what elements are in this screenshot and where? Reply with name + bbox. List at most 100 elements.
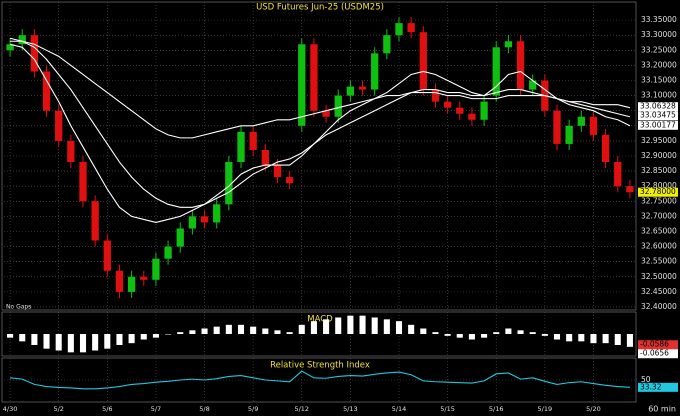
candle-body	[79, 162, 87, 202]
candle-body	[358, 86, 367, 90]
macd-bar	[335, 317, 342, 334]
macd-bar	[408, 324, 415, 334]
candle-body	[298, 44, 306, 126]
candle-body	[188, 216, 197, 229]
rsi-line	[10, 370, 630, 390]
macd-bar	[553, 334, 561, 340]
x-tick-label: 5/12	[294, 405, 309, 413]
macd-bar	[165, 334, 172, 335]
y-tick-label: 50	[641, 375, 651, 384]
candle-body	[91, 201, 99, 241]
y-tick-label: 32.45000	[641, 287, 677, 296]
macd-bar	[7, 334, 14, 338]
candle-body	[164, 246, 172, 259]
macd-bar	[177, 332, 184, 334]
macd-bar	[444, 334, 451, 336]
macd-bar	[262, 328, 269, 334]
macd-bar	[420, 328, 427, 334]
y-tick-label: 32.80000	[641, 181, 677, 190]
price-tag-bg	[638, 382, 678, 392]
macd-bar	[456, 334, 463, 338]
candle-body	[371, 53, 379, 90]
candle-body	[553, 110, 561, 144]
interval: 60 min	[648, 405, 676, 414]
candle-body	[310, 44, 318, 111]
candle-body	[492, 47, 500, 96]
macd-bar	[189, 330, 196, 334]
candle-body	[261, 149, 269, 166]
y-tick-label: 32.60000	[641, 242, 677, 251]
panel-frame	[1, 1, 637, 311]
macd-bar	[347, 315, 354, 334]
macd-bar	[152, 334, 159, 338]
macd-bar	[79, 334, 87, 353]
macd-bar	[237, 324, 245, 334]
y-tick-label: 32.85000	[641, 166, 677, 175]
candle-body	[419, 32, 427, 90]
candle-body	[152, 258, 160, 280]
candle-body	[213, 204, 221, 223]
macd-bar	[286, 332, 293, 334]
moving-average	[9, 37, 631, 139]
candle-body	[55, 110, 63, 141]
candle-body	[334, 95, 342, 117]
macd-bar	[213, 326, 220, 334]
price-tag-bg	[638, 349, 678, 359]
macd-bar	[140, 334, 147, 340]
macd-bar	[371, 317, 378, 334]
macd-bar	[250, 326, 257, 334]
macd-bar	[19, 334, 26, 342]
candle-body	[115, 270, 124, 292]
candle-body	[443, 101, 452, 108]
y-tick-label: 32.90000	[641, 151, 677, 160]
x-tick-label: 4/30	[3, 405, 18, 413]
chart-title: USD Futures Jun-25 (USDM25)	[256, 3, 384, 13]
candle-body	[322, 110, 330, 117]
macd-bar	[383, 319, 390, 334]
candle-body	[200, 216, 209, 223]
macd-bar	[201, 328, 208, 334]
macd-bar	[323, 319, 330, 334]
price-tag-bg	[638, 120, 678, 130]
y-tick-label: 32.95000	[641, 136, 677, 145]
candle-body	[127, 276, 136, 292]
macd-bar	[225, 324, 232, 334]
candle-body	[225, 162, 233, 205]
macd-bar	[298, 324, 305, 334]
y-tick-label: 32.65000	[641, 226, 677, 235]
macd-bar	[517, 330, 524, 334]
macd-bar	[566, 334, 573, 342]
y-tick-label: 33.10000	[641, 91, 677, 100]
candle-body	[626, 186, 634, 193]
x-tick-label: 5/16	[489, 405, 504, 413]
price-tag: 33.00177	[640, 120, 676, 129]
candle-body	[431, 89, 440, 102]
x-tick-label: 5/9	[248, 405, 258, 413]
candle-body	[383, 35, 391, 54]
panel-frame	[1, 357, 637, 403]
macd-bar	[614, 334, 621, 345]
price-tag-bg	[638, 340, 678, 350]
candle-body	[346, 86, 355, 96]
macd-bar	[92, 334, 99, 351]
note: No Gaps	[6, 304, 31, 311]
x-tick-label: 5/20	[586, 405, 601, 413]
y-tick-label: 33.20000	[641, 60, 677, 69]
candle-body	[176, 228, 184, 247]
macd-bar	[67, 334, 74, 353]
x-tick-label: 5/15	[440, 405, 455, 413]
candle-body	[285, 177, 294, 184]
y-tick-label: 33.25000	[641, 45, 677, 54]
candle-body	[237, 131, 245, 163]
rsi-title: Relative Strength Index	[270, 361, 370, 371]
candle-body	[249, 131, 257, 150]
macd-bar	[31, 334, 38, 345]
x-tick-label: 5/14	[392, 405, 407, 413]
macd-bar	[529, 332, 536, 334]
candle-body	[6, 44, 14, 51]
y-tick-label: 32.70000	[641, 211, 677, 220]
x-tick-label: 5/7	[151, 405, 161, 413]
price-tag: 33.32	[640, 382, 662, 391]
